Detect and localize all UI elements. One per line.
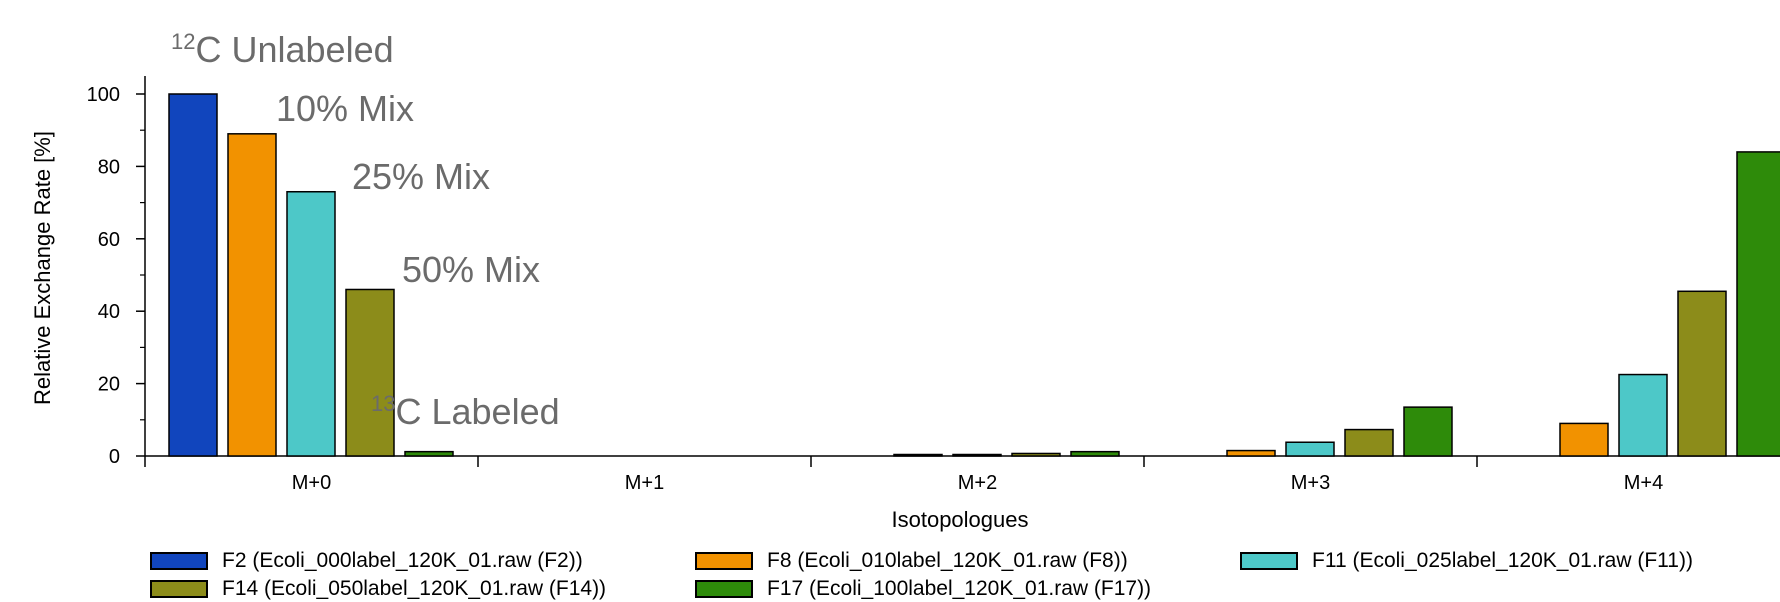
legend-swatch bbox=[695, 580, 753, 598]
annotation-text: C Unlabeled bbox=[195, 29, 393, 70]
bar bbox=[952, 453, 1002, 457]
legend-swatch bbox=[1240, 552, 1298, 570]
y-tick-label: 20 bbox=[98, 374, 120, 396]
bar bbox=[1226, 449, 1276, 457]
x-tick-label: M+4 bbox=[1624, 472, 1663, 494]
legend-label: F17 (Ecoli_100label_120K_01.raw (F17)) bbox=[767, 577, 1152, 600]
annotation-text: C Labeled bbox=[395, 391, 559, 432]
legend-label: F2 (Ecoli_000label_120K_01.raw (F2)) bbox=[222, 549, 583, 572]
legend-item: F2 (Ecoli_000label_120K_01.raw (F2)) bbox=[150, 548, 583, 574]
bar bbox=[1403, 406, 1453, 457]
legend-item: F14 (Ecoli_050label_120K_01.raw (F14)) bbox=[150, 576, 606, 602]
y-tick-label: 40 bbox=[98, 301, 120, 323]
bar bbox=[1677, 290, 1727, 457]
y-axis: 0 20 40 60 80 100 bbox=[87, 76, 146, 468]
annotation: 13C Labeled bbox=[371, 391, 560, 432]
bar bbox=[1559, 422, 1609, 457]
bar bbox=[227, 133, 277, 457]
legend-label: F8 (Ecoli_010label_120K_01.raw (F8)) bbox=[767, 549, 1128, 572]
annotation: 50% Mix bbox=[402, 249, 540, 290]
bar bbox=[1070, 450, 1120, 457]
y-tick-label: 0 bbox=[109, 446, 120, 468]
bar bbox=[168, 93, 218, 457]
y-tick-label: 80 bbox=[98, 156, 120, 178]
legend-item: F17 (Ecoli_100label_120K_01.raw (F17)) bbox=[695, 576, 1151, 602]
annotation: 10% Mix bbox=[276, 88, 414, 129]
bars bbox=[168, 93, 1780, 457]
annotation-superscript: 12 bbox=[171, 29, 195, 54]
legend-item: F11 (Ecoli_025label_120K_01.raw (F11)) bbox=[1240, 548, 1693, 574]
bar bbox=[345, 288, 395, 457]
annotation: 25% Mix bbox=[352, 156, 490, 197]
legend: F2 (Ecoli_000label_120K_01.raw (F2)) F8 (… bbox=[150, 548, 1770, 602]
legend-item: F8 (Ecoli_010label_120K_01.raw (F8)) bbox=[695, 548, 1128, 574]
bar bbox=[893, 453, 943, 457]
legend-swatch bbox=[150, 552, 208, 570]
bar bbox=[1736, 151, 1780, 457]
bar bbox=[1285, 441, 1335, 457]
x-tick-label: M+0 bbox=[292, 472, 331, 494]
annotation-superscript: 13 bbox=[371, 391, 395, 416]
bar-chart: 0 20 40 60 80 100 M+0 M+1 M+2 M+3 M+4 12C Unlabel… bbox=[30, 29, 1780, 532]
bar bbox=[1618, 373, 1668, 457]
bar bbox=[1344, 428, 1394, 457]
x-axis-title: Isotopologues bbox=[892, 507, 1029, 532]
legend-label: F11 (Ecoli_025label_120K_01.raw (F11)) bbox=[1312, 549, 1693, 572]
x-tick-label: M+3 bbox=[1291, 472, 1330, 494]
x-axis: M+0 M+1 M+2 M+3 M+4 bbox=[144, 455, 1780, 494]
annotation: 12C Unlabeled bbox=[171, 29, 394, 70]
y-tick-label: 100 bbox=[87, 84, 120, 106]
legend-swatch bbox=[150, 580, 208, 598]
legend-swatch bbox=[695, 552, 753, 570]
x-tick-label: M+1 bbox=[625, 472, 664, 494]
bar bbox=[1011, 452, 1061, 457]
y-axis-title: Relative Exchange Rate [%] bbox=[30, 131, 55, 405]
legend-label: F14 (Ecoli_050label_120K_01.raw (F14)) bbox=[222, 577, 607, 600]
x-tick-label: M+2 bbox=[958, 472, 997, 494]
y-tick-label: 60 bbox=[98, 229, 120, 251]
bar bbox=[286, 190, 336, 457]
annotations: 12C Unlabeled 10% Mix 25% Mix 50% Mix 13C La… bbox=[171, 29, 560, 432]
bar bbox=[404, 450, 454, 457]
